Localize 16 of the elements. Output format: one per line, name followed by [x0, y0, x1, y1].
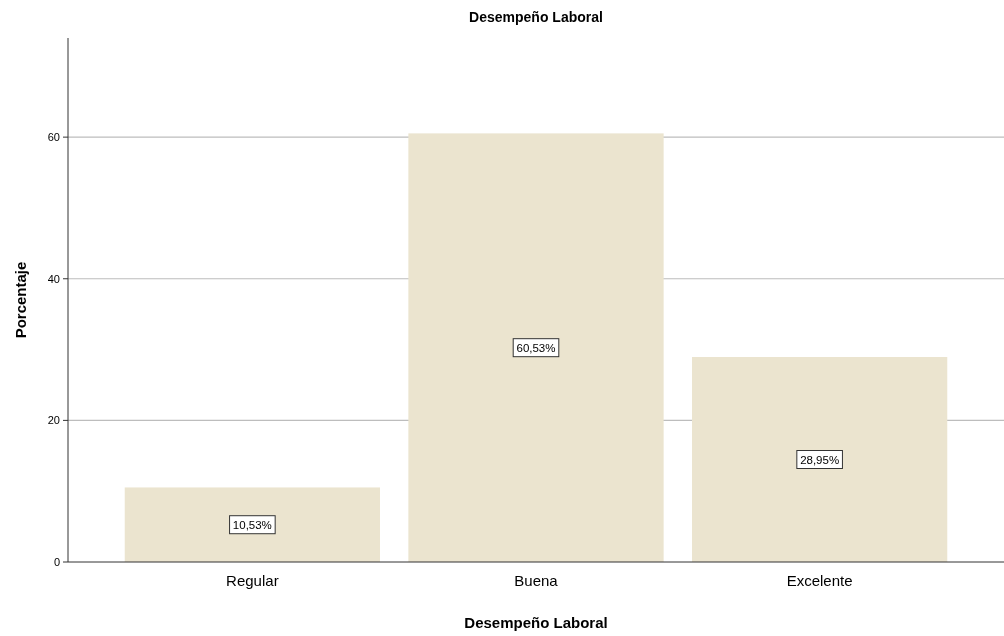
x-tick-label: Excelente: [786, 572, 853, 589]
bar: [692, 357, 948, 562]
data-label: 10,53%: [232, 518, 272, 531]
x-tick-label: Buena: [514, 572, 559, 589]
y-tick-label: 40: [47, 272, 60, 285]
y-tick-label: 20: [47, 414, 60, 427]
chart-title: Desempeño Laboral: [469, 9, 603, 25]
data-label: 60,53%: [516, 341, 556, 354]
y-tick-label: 0: [53, 556, 60, 568]
bar: [124, 487, 380, 562]
x-axis-title: Desempeño Laboral: [464, 614, 608, 631]
x-tick-label: Regular: [226, 572, 279, 589]
data-label: 28,95%: [800, 453, 840, 466]
bar: [408, 133, 664, 562]
y-axis-title: Porcentaje: [12, 261, 29, 339]
y-tick-label: 60: [47, 131, 60, 144]
